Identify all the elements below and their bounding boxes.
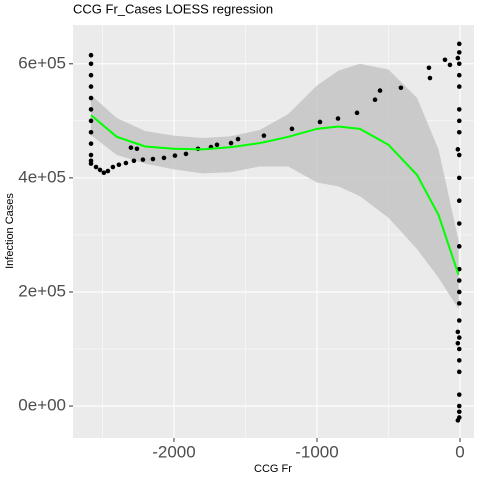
point — [235, 136, 241, 142]
point — [456, 61, 462, 67]
point — [335, 116, 341, 121]
point — [317, 119, 323, 125]
point — [456, 346, 462, 352]
axes: -2000 -1000 0 0e+00 2e+05 4e+05 6e+05 — [18, 53, 464, 461]
point — [456, 198, 462, 203]
point — [88, 141, 94, 146]
x-axis-title: CCG Fr — [254, 463, 292, 475]
point — [456, 369, 462, 375]
x-tick-label: -2000 — [152, 442, 195, 461]
point — [456, 392, 462, 397]
point — [456, 244, 462, 249]
point — [116, 162, 122, 168]
y-tick-label: 0e+00 — [18, 396, 66, 415]
point — [110, 164, 116, 170]
point — [97, 167, 103, 173]
point — [456, 409, 462, 415]
point — [101, 170, 107, 176]
point — [456, 152, 462, 158]
point — [456, 301, 462, 306]
point — [88, 129, 94, 135]
point — [183, 151, 189, 157]
point — [128, 145, 134, 150]
point — [88, 161, 94, 166]
point — [88, 118, 94, 124]
y-tick-label: 6e+05 — [18, 53, 66, 72]
point — [134, 146, 140, 152]
point — [456, 221, 462, 226]
points — [88, 41, 462, 423]
point — [398, 85, 404, 91]
point — [456, 50, 462, 55]
point — [456, 72, 462, 78]
point — [455, 55, 461, 61]
point — [455, 418, 461, 423]
point — [456, 403, 462, 409]
point — [455, 341, 461, 346]
point — [456, 84, 462, 89]
x-tick-label: -1000 — [295, 442, 338, 461]
point — [456, 358, 462, 363]
point — [426, 65, 432, 71]
y-tick-label: 4e+05 — [18, 167, 66, 186]
point — [88, 72, 94, 78]
point — [93, 164, 99, 170]
point — [456, 118, 462, 124]
fit-layer — [90, 114, 460, 276]
point — [456, 41, 462, 47]
y-axis-title: Infection Cases — [4, 193, 16, 269]
point — [88, 152, 94, 158]
point — [456, 335, 462, 340]
point — [455, 329, 461, 335]
point — [456, 129, 462, 135]
point — [456, 318, 462, 323]
point — [172, 153, 178, 158]
point — [456, 289, 462, 295]
point — [261, 133, 267, 138]
point — [88, 95, 94, 101]
point — [456, 266, 462, 272]
point — [214, 142, 220, 148]
point — [140, 157, 146, 162]
point — [88, 61, 94, 67]
x-tick-label: 0 — [455, 442, 464, 461]
band-layer — [91, 63, 459, 310]
point — [88, 107, 94, 112]
point — [123, 160, 129, 166]
point — [456, 278, 462, 283]
point — [88, 84, 94, 89]
y-tick-label: 2e+05 — [18, 281, 66, 300]
confidence-band — [91, 63, 459, 310]
point — [372, 97, 378, 103]
point — [228, 140, 234, 146]
point — [447, 62, 453, 68]
point — [105, 168, 111, 174]
point — [456, 175, 462, 181]
point — [150, 156, 156, 162]
point — [377, 88, 383, 93]
point — [289, 126, 295, 132]
point — [161, 155, 167, 161]
point — [427, 75, 433, 81]
loess-line — [90, 114, 460, 276]
point — [88, 52, 94, 58]
point — [456, 107, 462, 112]
point — [354, 110, 360, 116]
chart-title: CCG Fr_Cases LOESS regression — [73, 1, 273, 16]
point — [131, 158, 137, 164]
point — [442, 57, 448, 63]
point — [455, 147, 461, 152]
